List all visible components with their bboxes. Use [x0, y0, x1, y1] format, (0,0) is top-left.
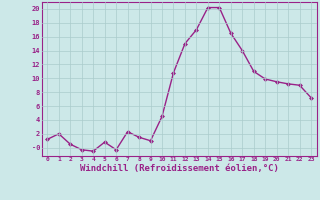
X-axis label: Windchill (Refroidissement éolien,°C): Windchill (Refroidissement éolien,°C): [80, 164, 279, 173]
